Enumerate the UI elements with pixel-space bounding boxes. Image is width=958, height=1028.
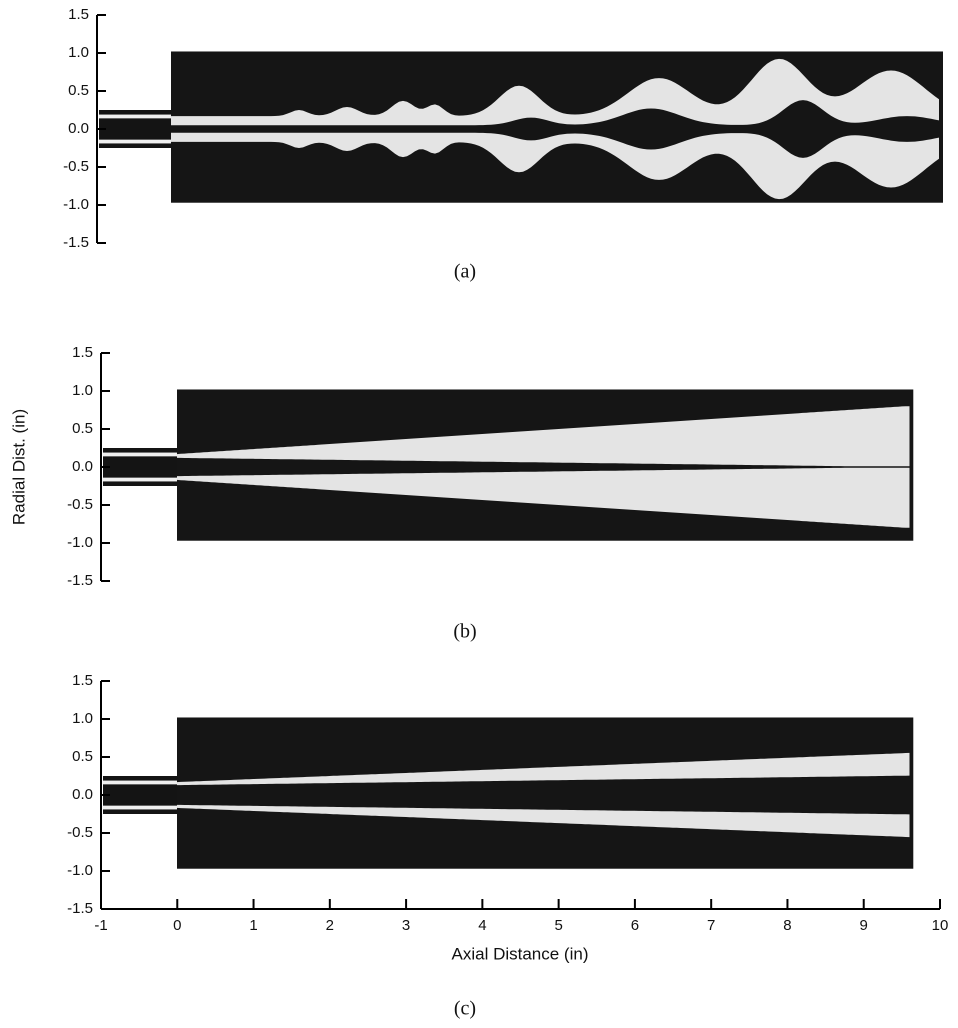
y-tick-label: 1.0 <box>68 44 89 61</box>
caption: (b) <box>453 621 476 643</box>
x-tick-label: 6 <box>631 917 639 934</box>
y-axis-label: Radial Dist. (in) <box>9 409 28 525</box>
y-tick-label: 1.5 <box>72 344 93 361</box>
y-tick-label: 0.0 <box>72 786 93 803</box>
x-tick-label: 8 <box>783 917 791 934</box>
x-tick-label: 7 <box>707 917 715 934</box>
y-tick-label: 1.0 <box>72 382 93 399</box>
plume-core <box>177 775 910 815</box>
y-tick-label: 0.5 <box>68 82 89 99</box>
nozzle-lip <box>103 805 177 810</box>
y-tick-label: -1.0 <box>67 534 93 551</box>
x-axis-label: Axial Distance (in) <box>452 944 589 963</box>
y-tick-label: 0.0 <box>72 458 93 475</box>
x-tick-label: -1 <box>94 917 107 934</box>
y-tick-label: -1.0 <box>63 196 89 213</box>
y-tick-label: 0.0 <box>68 120 89 137</box>
x-tick-label: 9 <box>860 917 868 934</box>
y-tick-label: -1.0 <box>67 862 93 879</box>
nozzle-lip <box>103 452 177 457</box>
x-tick-label: 4 <box>478 917 486 934</box>
x-tick-label: 1 <box>249 917 257 934</box>
y-tick-label: 1.5 <box>72 672 93 689</box>
y-tick-label: -0.5 <box>63 158 89 175</box>
nozzle-lip <box>99 114 171 119</box>
y-tick-label: -1.5 <box>67 900 93 917</box>
nozzle-lip <box>103 780 177 785</box>
nozzle-lip <box>99 139 171 144</box>
x-tick-label: 2 <box>326 917 334 934</box>
caption: (a) <box>454 261 476 283</box>
x-tick-label: 5 <box>554 917 562 934</box>
caption: (c) <box>454 998 476 1020</box>
y-tick-label: 1.5 <box>68 6 89 23</box>
x-tick-label: 0 <box>173 917 181 934</box>
nozzle-lip <box>103 477 177 482</box>
y-tick-label: 0.5 <box>72 420 93 437</box>
y-tick-label: 0.5 <box>72 748 93 765</box>
y-tick-label: -1.5 <box>63 234 89 251</box>
x-tick-label: 3 <box>402 917 410 934</box>
plume-core <box>171 100 939 158</box>
y-tick-label: -0.5 <box>67 496 93 513</box>
y-tick-label: 1.0 <box>72 710 93 727</box>
x-tick-label: 10 <box>932 917 949 934</box>
y-tick-label: -1.5 <box>67 572 93 589</box>
y-tick-label: -0.5 <box>67 824 93 841</box>
plume-core <box>177 457 910 477</box>
